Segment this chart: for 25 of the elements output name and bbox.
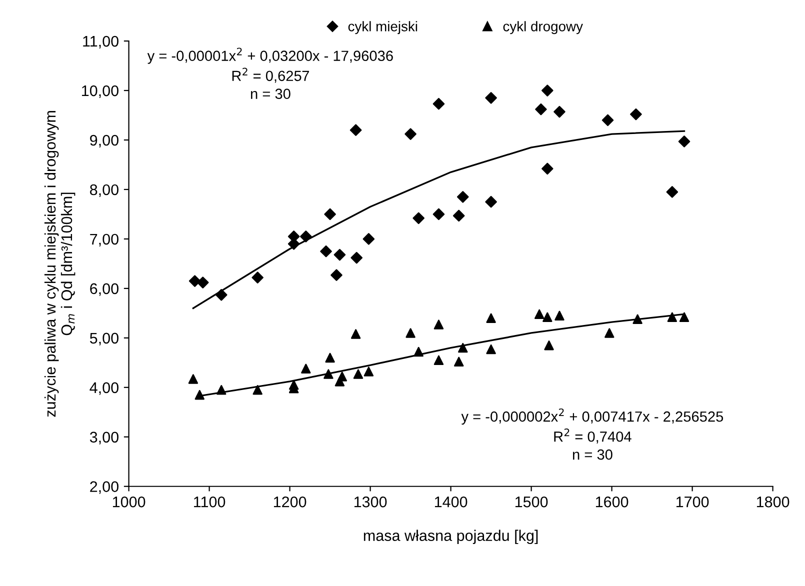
y-tick-label: 10,00 [82, 85, 118, 98]
y-tick-label: 7,00 [90, 234, 118, 246]
x-tick-label: 1700 [676, 496, 709, 508]
y-tick-label: 3,00 [90, 432, 118, 444]
annotation: y = -0,00001x$^{2}$ + 0,03200x - 17,96036 R$^{2}$ = 0,6257 n = 30 [147, 48, 393, 99]
y-tick-label: 11,00 [83, 36, 118, 49]
legend-label: cykl miejski [348, 21, 418, 34]
legend-label: cykl drogowy [503, 21, 583, 34]
y-axis-title: zużycie paliwa w cyklu miejskiem i drogowym Q$_{m}$ i Qd [dm³/100km] [44, 111, 76, 417]
y-tick-label: 9,00 [90, 134, 118, 148]
x-tick-label: 1500 [515, 496, 548, 508]
y-tick-label: 2,00 [90, 481, 118, 494]
x-tick-label: 1600 [596, 496, 628, 508]
x-tick-label: 1000 [112, 496, 146, 508]
y-tick-label: 6,00 [90, 283, 118, 296]
x-tick-label: 1200 [274, 496, 306, 508]
annotation: y = -0,000002x$^{2}$ + 0,007417x - 2,256525 R$^{2}$ = 0,7404 n = 30 [461, 408, 724, 460]
x-tick-label: 1800 [756, 496, 790, 508]
y-tick-label: 8,00 [90, 184, 118, 197]
x-tick-label: 1400 [434, 496, 468, 508]
y-tick-label: 4,00 [90, 382, 118, 395]
y-tick-label: 5,00 [90, 332, 118, 346]
x-tick-label: 1300 [354, 496, 387, 508]
x-axis-title: masa własna pojazdu [kg] [364, 530, 538, 544]
x-tick-label: 1100 [194, 496, 226, 508]
